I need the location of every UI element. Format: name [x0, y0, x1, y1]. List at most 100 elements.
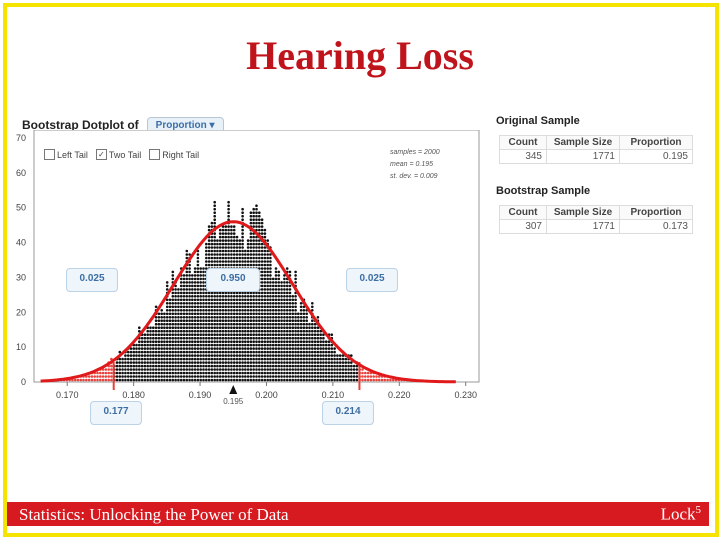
- data-dot: [244, 368, 247, 371]
- data-dot: [213, 218, 216, 221]
- data-dot: [244, 350, 247, 354]
- data-dot: [216, 302, 219, 305]
- data-dot: [138, 326, 141, 329]
- data-dot: [255, 333, 258, 336]
- data-dot: [252, 291, 255, 295]
- data-dot: [230, 235, 233, 239]
- data-dot: [188, 277, 191, 281]
- data-dot: [316, 347, 320, 350]
- data-dot: [210, 319, 214, 322]
- left-tail-proportion-box[interactable]: 0.025: [66, 268, 118, 292]
- data-dot: [260, 340, 264, 343]
- data-dot: [327, 343, 331, 347]
- data-dot: [185, 256, 189, 260]
- data-dot: [168, 368, 172, 371]
- data-dot: [193, 375, 197, 378]
- data-dot: [213, 256, 216, 260]
- right-tail-option[interactable]: Right Tail: [149, 149, 199, 160]
- data-dot: [202, 291, 205, 295]
- data-dot: [285, 333, 289, 336]
- data-dot: [238, 249, 242, 253]
- data-dot: [336, 371, 339, 375]
- data-dot: [277, 354, 281, 357]
- data-dot: [302, 340, 306, 343]
- data-dot: [179, 354, 183, 357]
- data-dot: [336, 361, 339, 364]
- data-dot: [152, 329, 155, 333]
- data-dot: [372, 375, 376, 378]
- data-dot: [235, 298, 239, 302]
- data-dot: [260, 305, 264, 309]
- data-dot: [227, 239, 230, 242]
- data-dot: [263, 246, 267, 249]
- data-dot: [230, 319, 233, 322]
- data-dot: [322, 371, 325, 375]
- data-dot: [207, 347, 211, 350]
- data-dot: [221, 371, 225, 375]
- data-dot: [311, 326, 314, 329]
- data-dot: [246, 343, 250, 347]
- data-dot: [294, 333, 297, 336]
- data-dot: [171, 298, 175, 302]
- data-dot: [224, 378, 228, 382]
- data-dot: [171, 340, 175, 343]
- data-dot: [188, 357, 191, 361]
- data-dot: [299, 343, 303, 347]
- data-dot: [213, 350, 216, 354]
- right-tail-checkbox[interactable]: [149, 149, 161, 160]
- middle-proportion-box[interactable]: 0.950: [206, 268, 260, 292]
- data-dot: [132, 357, 136, 361]
- data-dot: [193, 291, 197, 295]
- data-dot: [218, 378, 222, 382]
- data-dot: [313, 340, 317, 343]
- data-dot: [313, 333, 317, 336]
- data-dot: [160, 333, 163, 336]
- data-dot: [207, 242, 211, 246]
- data-dot: [174, 316, 177, 319]
- normal-curve: [40, 220, 456, 384]
- two-tail-option[interactable]: ✓ Two Tail: [95, 149, 141, 160]
- data-dot: [210, 246, 214, 249]
- data-dot: [280, 295, 283, 298]
- data-dot: [188, 274, 191, 277]
- data-dot: [224, 228, 228, 232]
- data-dot: [277, 333, 281, 336]
- data-dot: [179, 288, 183, 291]
- data-dot: [126, 368, 130, 371]
- data-dot: [258, 256, 261, 260]
- data-dot: [269, 350, 272, 354]
- data-dot: [322, 378, 325, 382]
- right-tail-proportion-box[interactable]: 0.025: [346, 268, 398, 292]
- dotplot-heading: Bootstrap Dotplot of: [22, 118, 139, 132]
- col-header-count: Count: [499, 205, 547, 220]
- data-dot: [280, 329, 283, 333]
- data-dot: [135, 343, 138, 347]
- left-tail-checkbox[interactable]: [44, 149, 55, 160]
- data-dot: [249, 326, 253, 329]
- data-dot: [258, 291, 261, 295]
- data-dot: [274, 364, 278, 368]
- data-dot: [316, 375, 320, 378]
- data-dot: [232, 225, 236, 228]
- two-tail-checkbox[interactable]: ✓: [95, 149, 107, 160]
- lower-cutoff-box[interactable]: 0.177: [90, 401, 142, 425]
- data-dot: [221, 263, 225, 267]
- data-dot: [288, 364, 292, 368]
- data-dot: [227, 364, 230, 368]
- data-dot: [207, 329, 211, 333]
- data-dot: [174, 347, 177, 350]
- data-dot: [199, 326, 202, 329]
- data-dot: [174, 336, 177, 340]
- data-dot: [157, 347, 161, 350]
- data-dot: [311, 378, 314, 382]
- data-dot: [330, 350, 334, 354]
- data-dot: [341, 361, 345, 364]
- data-dot: [255, 375, 258, 378]
- data-dot: [188, 329, 191, 333]
- left-tail-option[interactable]: Left Tail: [44, 149, 88, 160]
- data-dot: [308, 333, 311, 336]
- data-dot: [193, 326, 197, 329]
- data-dot: [274, 340, 278, 343]
- upper-cutoff-box[interactable]: 0.214: [322, 401, 374, 425]
- data-dot: [246, 249, 250, 253]
